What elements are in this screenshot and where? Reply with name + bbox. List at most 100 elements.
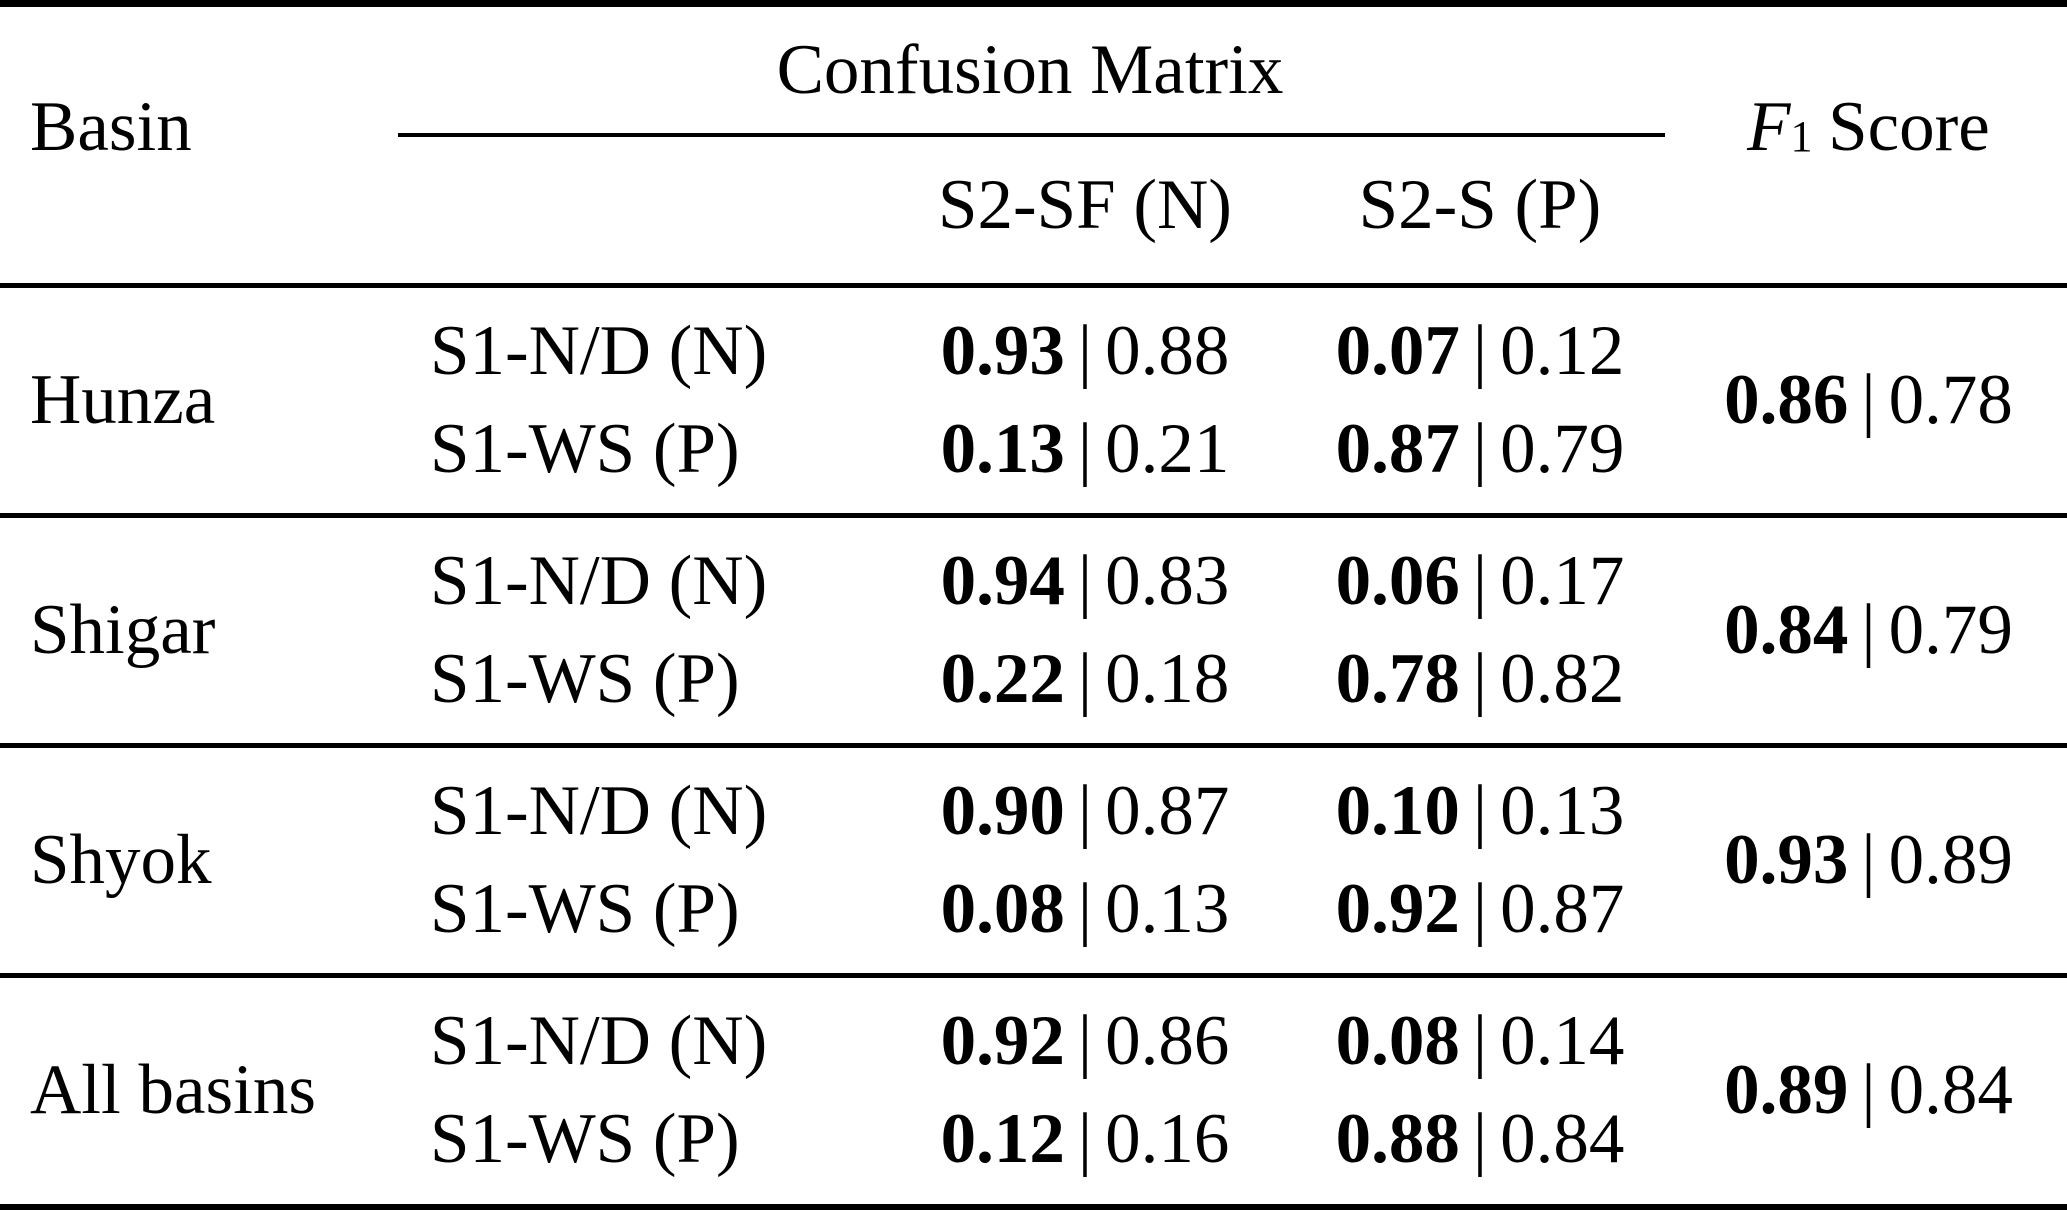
value-separator: | <box>1077 772 1093 850</box>
value-separator: | <box>1472 312 1488 390</box>
value-plain: 0.79 <box>1500 410 1625 488</box>
value-bold: 0.94 <box>940 542 1065 620</box>
row-label-s1ws: S1-WS (P) <box>430 870 740 948</box>
value-separator: | <box>1472 410 1488 488</box>
value-separator: | <box>1077 870 1093 948</box>
table-row-group-all-basins: All basins S1-N/D (N) S1-WS (P) 0.92 | 0.8… <box>0 973 2067 1203</box>
value-separator: | <box>1472 1002 1488 1080</box>
f1-subscript: 1 <box>1790 112 1813 162</box>
value-plain: 0.14 <box>1500 1002 1625 1080</box>
value-plain: 0.88 <box>1105 312 1230 390</box>
value-plain: 0.87 <box>1105 772 1230 850</box>
value-separator: | <box>1861 821 1876 899</box>
confusion-matrix-subheaders: S2-SF (N) S2-S (P) <box>430 137 1670 283</box>
confusion-matrix-header-block: Confusion Matrix S2-SF (N) S2-S (P) <box>398 7 1670 283</box>
confusion-value: 0.92 | 0.86 <box>880 993 1290 1091</box>
value-separator: | <box>1861 1051 1876 1129</box>
confusion-matrix-underline <box>398 133 1665 137</box>
value-bold: 0.86 <box>1724 361 1849 439</box>
value-bold: 0.88 <box>1335 1100 1460 1178</box>
confusion-value: 0.06 | 0.17 <box>1290 533 1670 631</box>
value-separator: | <box>1472 772 1488 850</box>
value-plain: 0.84 <box>1500 1100 1625 1178</box>
confusion-value: 0.94 | 0.83 <box>880 533 1290 631</box>
value-bold: 0.22 <box>940 640 1065 718</box>
value-plain: 0.86 <box>1105 1002 1230 1080</box>
value-separator: | <box>1472 1100 1488 1178</box>
value-bold: 0.90 <box>940 772 1065 850</box>
value-bold: 0.08 <box>940 870 1065 948</box>
confusion-value: 0.07 | 0.12 <box>1290 303 1670 401</box>
confusion-value: 0.93 | 0.88 <box>880 303 1290 401</box>
basin-name: Shyok <box>30 821 212 899</box>
row-label-s1ws: S1-WS (P) <box>430 1100 740 1178</box>
value-separator: | <box>1077 640 1093 718</box>
confusion-matrix-title: Confusion Matrix <box>776 30 1284 109</box>
basin-name: Hunza <box>30 361 216 439</box>
value-plain: 0.78 <box>1888 361 2013 439</box>
value-separator: | <box>1472 870 1488 948</box>
row-label-s1nd: S1-N/D (N) <box>430 312 768 390</box>
value-separator: | <box>1077 1002 1093 1080</box>
basin-name: All basins <box>30 1051 316 1129</box>
value-plain: 0.12 <box>1500 312 1625 390</box>
confusion-value: 0.10 | 0.13 <box>1290 763 1670 861</box>
value-separator: | <box>1077 1100 1093 1178</box>
row-label-s1ws: S1-WS (P) <box>430 410 740 488</box>
confusion-value: 0.22 | 0.18 <box>880 631 1290 729</box>
f1-score-value: 0.86 | 0.78 <box>1670 303 2067 499</box>
confusion-value: 0.88 | 0.84 <box>1290 1091 1670 1189</box>
table-row-group-shigar: Shigar S1-N/D (N) S1-WS (P) 0.94 | 0.83 0.… <box>0 513 2067 743</box>
f1-score-value: 0.93 | 0.89 <box>1670 763 2067 959</box>
value-bold: 0.12 <box>940 1100 1065 1178</box>
value-plain: 0.84 <box>1888 1051 2013 1129</box>
value-plain: 0.87 <box>1500 870 1625 948</box>
confusion-value: 0.12 | 0.16 <box>880 1091 1290 1189</box>
value-plain: 0.17 <box>1500 542 1625 620</box>
value-plain: 0.21 <box>1105 410 1230 488</box>
row-label-s1nd: S1-N/D (N) <box>430 542 768 620</box>
value-plain: 0.82 <box>1500 640 1625 718</box>
f1-score-value: 0.89 | 0.84 <box>1670 993 2067 1189</box>
value-plain: 0.79 <box>1888 591 2013 669</box>
confusion-value: 0.13 | 0.21 <box>880 401 1290 499</box>
basin-name: Shigar <box>30 591 216 669</box>
value-separator: | <box>1472 542 1488 620</box>
value-separator: | <box>1077 410 1093 488</box>
value-plain: 0.16 <box>1105 1100 1230 1178</box>
value-bold: 0.10 <box>1335 772 1460 850</box>
value-bold: 0.87 <box>1335 410 1460 488</box>
value-plain: 0.13 <box>1105 870 1230 948</box>
table-header: Basin Confusion Matrix S2-SF (N) S2-S (P… <box>0 7 2067 283</box>
confusion-value: 0.90 | 0.87 <box>880 763 1290 861</box>
confusion-value: 0.78 | 0.82 <box>1290 631 1670 729</box>
column-header-s2sf-negative: S2-SF (N) <box>938 165 1232 244</box>
value-bold: 0.93 <box>940 312 1065 390</box>
value-separator: | <box>1861 591 1876 669</box>
column-header-s2s-positive: S2-S (P) <box>1358 165 1602 244</box>
row-label-s1nd: S1-N/D (N) <box>430 772 768 850</box>
value-bold: 0.92 <box>940 1002 1065 1080</box>
f1-word: Score <box>1828 87 1990 166</box>
value-plain: 0.18 <box>1105 640 1230 718</box>
value-plain: 0.89 <box>1888 821 2013 899</box>
confusion-value: 0.92 | 0.87 <box>1290 861 1670 959</box>
value-plain: 0.83 <box>1105 542 1230 620</box>
value-bold: 0.13 <box>940 410 1065 488</box>
confusion-value: 0.87 | 0.79 <box>1290 401 1670 499</box>
confusion-value: 0.08 | 0.13 <box>880 861 1290 959</box>
value-plain: 0.13 <box>1500 772 1625 850</box>
value-bold: 0.78 <box>1335 640 1460 718</box>
value-bold: 0.92 <box>1335 870 1460 948</box>
table-row-group-shyok: Shyok S1-N/D (N) S1-WS (P) 0.90 | 0.87 0.1… <box>0 743 2067 973</box>
value-bold: 0.93 <box>1724 821 1849 899</box>
value-separator: | <box>1472 640 1488 718</box>
value-bold: 0.89 <box>1724 1051 1849 1129</box>
value-bold: 0.08 <box>1335 1002 1460 1080</box>
value-separator: | <box>1077 312 1093 390</box>
basin-column-header: Basin <box>30 87 192 166</box>
f1-score-value: 0.84 | 0.79 <box>1670 533 2067 729</box>
row-label-s1ws: S1-WS (P) <box>430 640 740 718</box>
